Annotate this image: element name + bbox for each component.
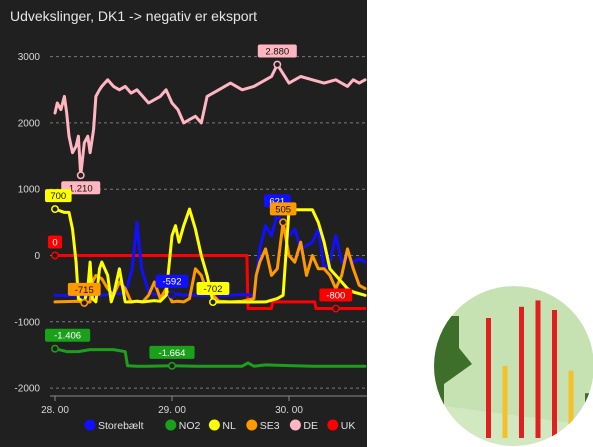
legend-label: NL — [222, 420, 236, 432]
y-tick-label: 0 — [34, 251, 40, 262]
logo-bar — [486, 318, 491, 438]
series-line-no2 — [53, 347, 367, 368]
data-label: 0 — [52, 238, 57, 249]
data-label-box — [155, 274, 189, 288]
y-tick-label: 2000 — [18, 118, 41, 129]
data-point-marker — [76, 171, 85, 180]
data-label: 700 — [50, 191, 66, 202]
chart-title: Udvekslinger, DK1 -> negativ er eksport — [10, 8, 258, 24]
legend-label: UK — [341, 420, 356, 432]
legend-item-uk: UK — [327, 419, 356, 432]
data-label: -715 — [75, 285, 94, 296]
data-point-marker — [209, 298, 217, 306]
data-label: -592 — [162, 277, 181, 288]
legend-swatch — [289, 419, 301, 431]
logo-bar — [535, 300, 541, 438]
series-line-de — [53, 63, 367, 177]
data-point-marker — [51, 344, 59, 353]
x-tick-label: 28. 00 — [41, 405, 69, 416]
data-label-box — [45, 328, 91, 342]
data-label: 1.210 — [69, 183, 93, 194]
data-label: -1.406 — [54, 331, 81, 342]
legend: Storebælt NO2 NL SE3 DE UK — [84, 419, 356, 432]
data-label-box — [257, 44, 297, 58]
chart-card: 3000 2000 1000 0 -1000 -2000 28. 00 29. 00 30. 0… — [0, 0, 367, 447]
data-label: -702 — [203, 284, 222, 295]
legend-item-se3: SE3 — [246, 419, 280, 432]
data-point-marker — [279, 218, 288, 227]
data-point-marker — [80, 298, 89, 307]
legend-label: Storebælt — [98, 420, 144, 432]
legend-item-de: DE — [289, 419, 318, 432]
data-label-box — [269, 202, 297, 216]
data-label: 2.880 — [265, 47, 289, 58]
x-tick-label: 30. 00 — [275, 405, 303, 416]
data-label: 505 — [275, 204, 291, 215]
x-tick-label: 29. 00 — [158, 405, 186, 416]
data-label-box — [319, 288, 353, 302]
legend-swatch — [246, 419, 258, 431]
legend-item-no2: NO2 — [165, 419, 201, 432]
data-label-box — [149, 345, 195, 359]
legend-swatch — [165, 419, 177, 431]
legend-swatch — [84, 419, 96, 431]
legend-label: DE — [303, 420, 318, 432]
legend-label: NO2 — [179, 420, 201, 432]
logo-bar — [552, 310, 557, 438]
data-point-marker — [273, 60, 282, 69]
logo-bar — [502, 366, 508, 438]
data-label-box — [45, 189, 72, 203]
logo-bar — [568, 370, 574, 438]
series-line-storebælt — [53, 212, 367, 299]
legend-item-storebælt: Storebælt — [84, 419, 144, 432]
bar-chart-logo-icon — [434, 286, 593, 446]
y-tick-label: -1000 — [14, 317, 40, 328]
data-label: -800 — [326, 291, 345, 302]
y-tick-label: 3000 — [18, 52, 41, 63]
data-point-marker — [168, 361, 176, 370]
data-point-marker — [168, 290, 176, 299]
logo-bar — [585, 393, 590, 438]
legend-item-nl: NL — [208, 419, 236, 432]
y-tick-label: -2000 — [14, 384, 40, 395]
data-point-marker — [331, 304, 340, 313]
legend-swatch — [327, 419, 339, 431]
data-label-box — [196, 282, 230, 296]
data-label: 621 — [269, 196, 285, 207]
data-point-marker — [51, 205, 59, 214]
logo-group — [434, 286, 593, 446]
logo-bar — [519, 306, 524, 438]
data-point-marker — [51, 251, 59, 260]
data-label-box — [67, 282, 101, 296]
series-line-uk — [53, 254, 367, 310]
y-tick-label: 1000 — [18, 185, 41, 196]
legend-swatch — [208, 419, 220, 431]
data-label-box — [47, 235, 63, 249]
data-label: -1.664 — [159, 348, 186, 359]
legend-label: SE3 — [260, 420, 280, 432]
